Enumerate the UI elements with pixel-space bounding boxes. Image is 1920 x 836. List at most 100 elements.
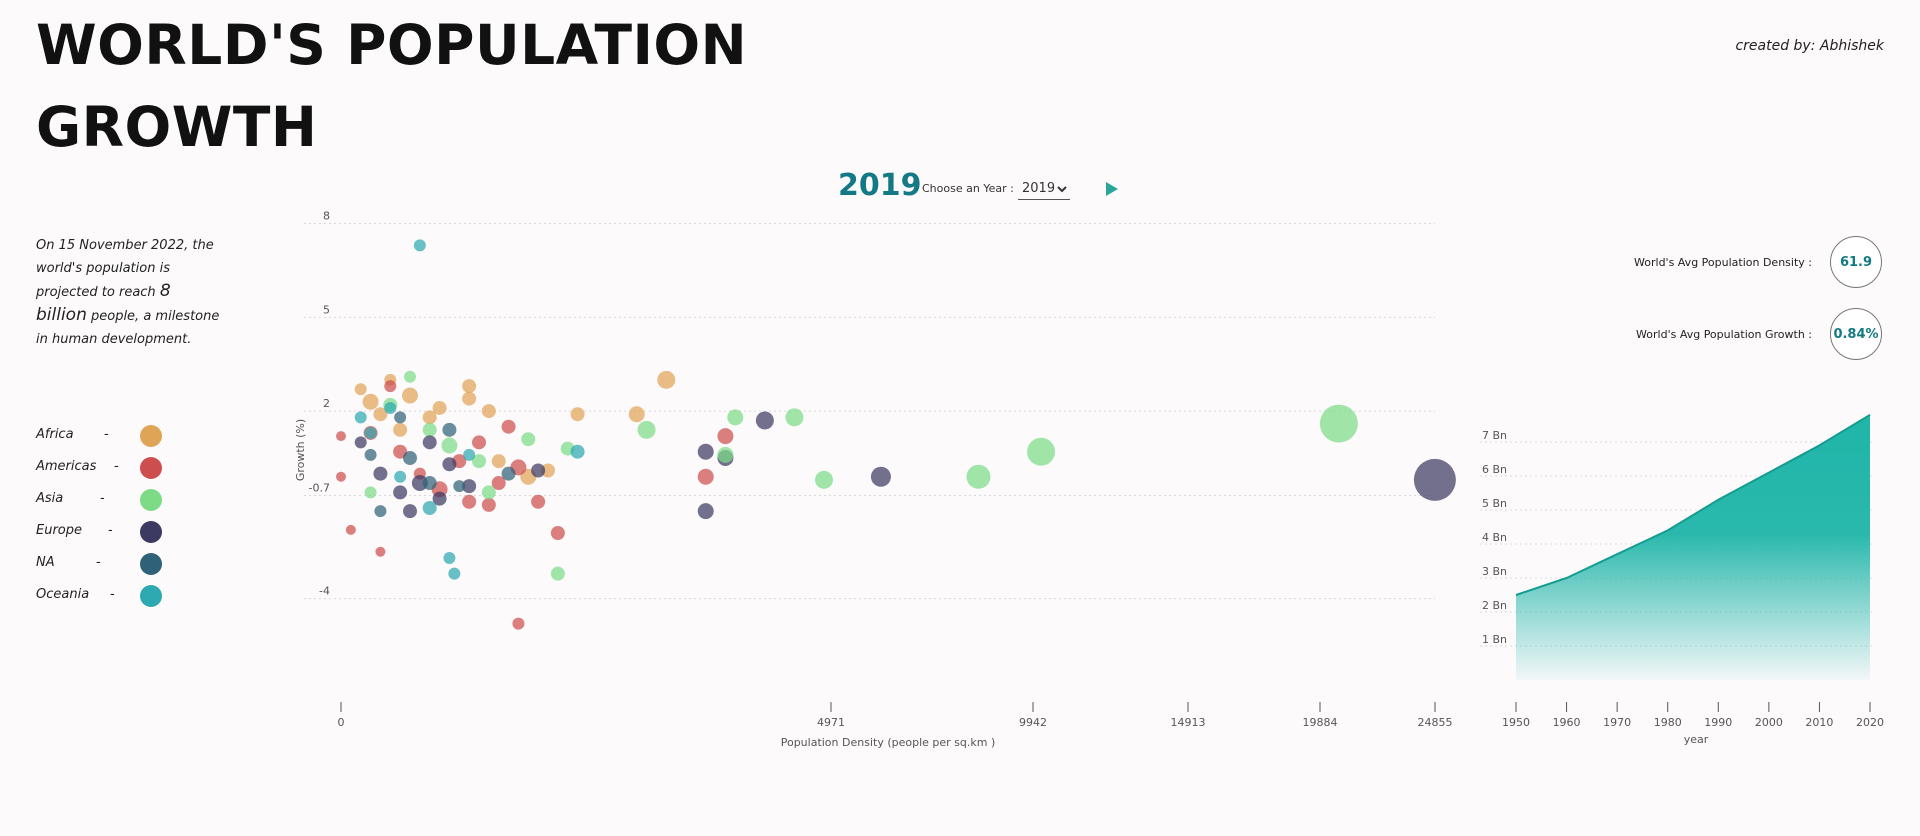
bubble-asia bbox=[364, 486, 377, 499]
bubble-europe bbox=[411, 474, 428, 491]
bubble-americas bbox=[481, 497, 496, 512]
x-axis-label: Population Density (people per sq.km ) bbox=[781, 736, 996, 749]
legend-item-europe[interactable]: Europe - bbox=[36, 520, 166, 544]
bubble-asia bbox=[422, 422, 437, 437]
legend-dot-africa bbox=[140, 425, 162, 447]
bubble-oceania bbox=[422, 501, 437, 516]
y-axis-label: Growth (%) bbox=[294, 419, 307, 481]
area-y-tick-label: 7 Bn bbox=[1482, 429, 1507, 442]
legend-dot-americas bbox=[140, 457, 162, 479]
area-x-tick-label: 1960 bbox=[1553, 716, 1581, 729]
bubble-africa bbox=[373, 407, 388, 422]
bubble-asia bbox=[815, 470, 834, 489]
x-tick-label: 19884 bbox=[1303, 716, 1338, 729]
play-button[interactable] bbox=[1104, 180, 1120, 198]
x-tick-label: 24855 bbox=[1418, 716, 1453, 729]
bubble-asia bbox=[966, 464, 991, 489]
area-x-tick-label: 1970 bbox=[1603, 716, 1631, 729]
bubble-americas bbox=[491, 475, 506, 490]
avg-density-value: 61.9 bbox=[1830, 236, 1882, 288]
y-tick-label: 2 bbox=[323, 397, 330, 410]
year-select-label: Choose an Year : bbox=[922, 182, 1014, 195]
bubble-na bbox=[422, 475, 437, 490]
legend-label: Asia bbox=[36, 491, 64, 506]
bubble-europe bbox=[697, 443, 714, 460]
x-tick-label: 4971 bbox=[817, 716, 845, 729]
bubble-americas bbox=[413, 467, 426, 480]
bubble-asia bbox=[404, 370, 417, 383]
avg-growth-label: World's Avg Population Growth : bbox=[1636, 328, 1812, 341]
y-tick-label: -0.7 bbox=[309, 482, 330, 495]
bubble-africa bbox=[402, 387, 419, 404]
area-y-tick-label: 6 Bn bbox=[1482, 463, 1507, 476]
intro-text: On 15 November 2022, the world's populat… bbox=[36, 234, 226, 351]
bubble-na bbox=[364, 448, 377, 461]
bubble-asia bbox=[785, 408, 804, 427]
bubble-na bbox=[453, 480, 466, 493]
intro-part-2: people, a milestone in human development… bbox=[36, 309, 220, 347]
bubble-africa bbox=[354, 383, 367, 396]
legend-item-asia[interactable]: Asia - bbox=[36, 488, 166, 512]
area-y-tick-label: 4 Bn bbox=[1482, 531, 1507, 544]
title-line-1: WORLD'S POPULATION bbox=[36, 13, 748, 77]
x-tick-label: 9942 bbox=[1019, 716, 1047, 729]
bubble-americas bbox=[452, 454, 467, 469]
bubble-oceania bbox=[354, 411, 367, 424]
legend-item-oceania[interactable]: Oceania - bbox=[36, 584, 166, 608]
x-tick-label: 14913 bbox=[1171, 716, 1206, 729]
bubble-na bbox=[442, 422, 457, 437]
bubble-oceania bbox=[448, 567, 461, 580]
bubble-americas bbox=[462, 494, 477, 509]
legend-item-na[interactable]: NA - bbox=[36, 552, 166, 576]
legend-label: Oceania bbox=[36, 587, 90, 602]
bubble-oceania bbox=[413, 239, 426, 252]
bubble-africa bbox=[491, 454, 506, 469]
bubble-europe bbox=[422, 435, 437, 450]
area-y-tick-label: 3 Bn bbox=[1482, 565, 1507, 578]
y-tick-label: 8 bbox=[323, 210, 330, 223]
bubble-europe bbox=[755, 411, 774, 430]
bubble-africa bbox=[462, 379, 477, 394]
bubble-europe bbox=[870, 466, 891, 487]
intro-part-1: On 15 November 2022, the world's populat… bbox=[36, 238, 214, 300]
year-select[interactable]: 2019 bbox=[1018, 178, 1070, 200]
legend-item-americas[interactable]: Americas - bbox=[36, 456, 166, 480]
play-icon bbox=[1106, 182, 1118, 196]
legend-dot-europe bbox=[140, 521, 162, 543]
area-x-tick-label: 1950 bbox=[1502, 716, 1530, 729]
bubble-europe bbox=[403, 504, 418, 519]
page-title: WORLD'S POPULATION GROWTH bbox=[36, 4, 747, 168]
bubble-asia bbox=[717, 446, 734, 463]
area-x-tick-label: 1980 bbox=[1654, 716, 1682, 729]
legend-dash: - bbox=[108, 523, 113, 538]
legend-dash: - bbox=[114, 459, 119, 474]
bubble-africa bbox=[628, 406, 645, 423]
bubble-na bbox=[403, 450, 418, 465]
avg-growth-value: 0.84% bbox=[1830, 308, 1882, 360]
bubble-americas bbox=[393, 444, 408, 459]
bubble-americas bbox=[697, 468, 714, 485]
area-x-tick-label: 1990 bbox=[1704, 716, 1732, 729]
bubble-americas bbox=[375, 546, 386, 557]
legend-dot-na bbox=[140, 553, 162, 575]
legend-item-africa[interactable]: Africa - bbox=[36, 424, 166, 448]
area-y-tick-label: 1 Bn bbox=[1482, 633, 1507, 646]
author-credit: created by: Abhishek bbox=[1735, 38, 1884, 54]
bubble-americas bbox=[501, 419, 516, 434]
bubble-africa bbox=[393, 422, 408, 437]
area-x-tick-label: 2000 bbox=[1755, 716, 1783, 729]
area-x-tick-label: 2010 bbox=[1805, 716, 1833, 729]
population-area bbox=[1516, 414, 1870, 680]
bubble-oceania bbox=[443, 552, 456, 565]
bubble-asia bbox=[727, 409, 744, 426]
bubble-africa bbox=[462, 391, 477, 406]
bubble-americas bbox=[363, 425, 378, 440]
bubble-americas bbox=[550, 526, 565, 541]
bubble-europe bbox=[393, 485, 408, 500]
bubble-africa bbox=[541, 463, 556, 478]
legend-dot-asia bbox=[140, 489, 162, 511]
bubble-americas bbox=[384, 380, 397, 393]
bubble-africa bbox=[520, 468, 537, 485]
bubble-europe bbox=[717, 449, 734, 466]
bubble-americas bbox=[472, 435, 487, 450]
